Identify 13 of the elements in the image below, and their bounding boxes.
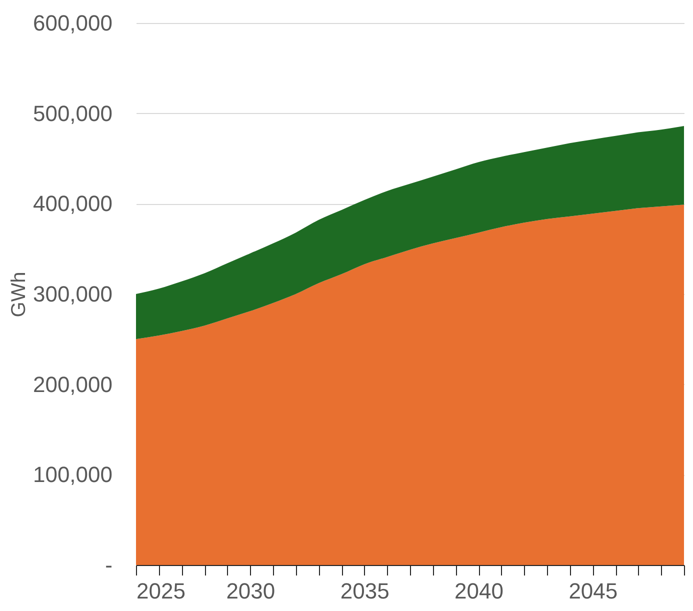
y-tick-label: 500,000 [32, 100, 112, 126]
x-tick-label: 2030 [226, 578, 276, 604]
y-tick-label: 400,000 [32, 191, 112, 216]
y-tick-label: 200,000 [32, 372, 112, 397]
y-tick-label: 300,000 [32, 282, 112, 306]
y-tick-label: 600,000 [32, 10, 112, 36]
x-tick-label: 2045 [568, 578, 618, 604]
y-tick-label: 100,000 [32, 462, 112, 488]
x-tick-label: 2040 [454, 578, 504, 604]
y-axis-title: GWh [8, 272, 30, 318]
y-tick-label: - [105, 552, 112, 578]
x-tick-label: 2035 [340, 578, 390, 604]
x-tick-label: 2025 [136, 578, 186, 604]
